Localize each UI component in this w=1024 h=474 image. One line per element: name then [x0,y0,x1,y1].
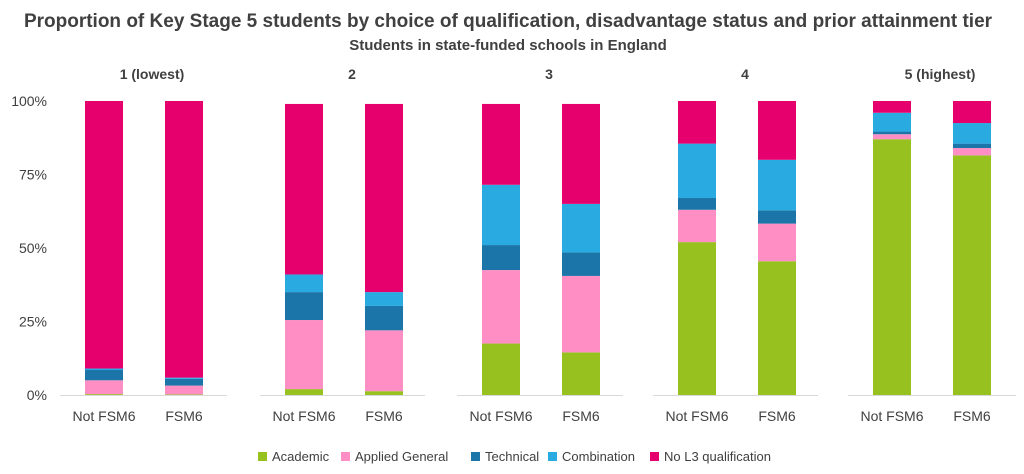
bar-segment-applied-general [562,275,600,353]
bar-segment-combination [873,112,911,132]
chart-subtitle: Students in state-funded schools in Engl… [349,37,667,54]
bar-segment-combination [285,274,323,293]
x-tick-label: Not FSM6 [665,408,728,424]
bar-segment-no-l3-qualification [85,101,123,369]
bar-segment-applied-general [758,223,796,262]
bar-segment-applied-general [365,330,403,392]
legend-item-combination: Combination [548,449,635,464]
panel-title: 2 [348,66,356,82]
bar-segment-combination [758,159,796,211]
bar-segment-technical [953,143,991,149]
y-axis: 0% 25% 50% 75% 100% [11,93,47,403]
legend-item-no-l3-qualification: No L3 qualification [650,449,771,464]
panel: 1 (lowest) Not FSM6 FSM6 [60,66,227,424]
legend-label: Applied General [355,449,448,464]
bar-segment-academic [482,343,520,395]
legend-swatch [548,452,557,461]
bar-segment-no-l3-qualification [285,103,323,275]
bar-segment-applied-general [85,380,123,395]
bar-segment-academic [85,394,123,395]
panel: 5 (highest) Not FSM6 FSM6 [848,66,1016,424]
bar-segment-applied-general [165,385,203,395]
bar-segment-no-l3-qualification [562,103,600,204]
bar-segment-applied-general [285,320,323,390]
bar-segment-combination [562,203,600,253]
panel: 3 Not FSM6 FSM6 [457,66,623,424]
x-tick-label: FSM6 [562,408,600,424]
x-tick-label: Not FSM6 [72,408,135,424]
x-tick-label: FSM6 [165,408,203,424]
bar-segment-no-l3-qualification [482,103,520,185]
bar-segment-no-l3-qualification [873,101,911,113]
bar-segment-academic [873,139,911,395]
panel-title: 5 (highest) [905,66,976,82]
legend-item-academic: Academic [258,449,330,464]
bar-segment-no-l3-qualification [365,103,403,293]
x-tick-label: FSM6 [365,408,403,424]
bar-segment-academic [165,394,203,395]
x-tick-label: FSM6 [758,408,796,424]
bar-segment-combination [678,143,716,199]
bar-segment-technical [562,252,600,276]
legend-label: Combination [562,449,635,464]
legend-item-technical: Technical [471,449,539,464]
bar-segment-no-l3-qualification [678,101,716,144]
bar-segment-technical [365,305,403,331]
x-tick-label: Not FSM6 [469,408,532,424]
bar-segment-technical [678,198,716,210]
y-tick-label: 0% [27,387,47,403]
bar-segment-technical [873,131,911,135]
legend-swatch [258,452,267,461]
legend-label: Technical [485,449,539,464]
bar-segment-no-l3-qualification [165,101,203,378]
bar-segment-technical [285,292,323,321]
panel: 2 Not FSM6 FSM6 [260,66,425,424]
legend-swatch [471,452,480,461]
bar-segment-technical [165,378,203,386]
bar-segment-combination [482,184,520,246]
legend: Academic Applied General Technical Combinat… [258,449,771,464]
bar-segment-academic [562,352,600,395]
bar-segment-academic [953,155,991,395]
bar-segment-combination [165,377,203,379]
legend-swatch [341,452,350,461]
bar-segment-applied-general [482,270,520,344]
bar-segment-academic [678,242,716,395]
bar-segment-applied-general [953,148,991,156]
legend-label: No L3 qualification [664,449,771,464]
bar-segment-academic [285,389,323,395]
bar-segment-technical [758,210,796,224]
bar-segment-applied-general [678,209,716,243]
bar-segment-no-l3-qualification [953,101,991,124]
legend-swatch [650,452,659,461]
panel: 4 Not FSM6 FSM6 [653,66,818,424]
bar-segment-technical [85,370,123,381]
x-tick-label: Not FSM6 [272,408,335,424]
panel-title: 3 [545,66,553,82]
bar-segment-technical [482,245,520,271]
legend-label: Academic [272,449,330,464]
x-tick-label: FSM6 [953,408,991,424]
legend-item-applied-general: Applied General [341,449,448,464]
y-tick-label: 75% [19,167,47,183]
chart-panels: 1 (lowest) Not FSM6 FSM6 2 Not FSM6 FSM6 3 Not … [60,66,1016,424]
bar-segment-academic [758,261,796,395]
x-tick-label: Not FSM6 [860,408,923,424]
bar-segment-combination [85,368,123,371]
y-tick-label: 100% [11,93,47,109]
bar-segment-no-l3-qualification [758,101,796,160]
bar-segment-applied-general [873,134,911,140]
y-tick-label: 25% [19,314,47,330]
panel-title: 1 (lowest) [120,66,185,82]
bar-segment-combination [953,123,991,144]
bar-segment-academic [365,391,403,395]
chart-title: Proportion of Key Stage 5 students by ch… [24,11,993,32]
y-tick-label: 50% [19,240,47,256]
panel-title: 4 [741,66,749,82]
bar-segment-combination [365,292,403,306]
